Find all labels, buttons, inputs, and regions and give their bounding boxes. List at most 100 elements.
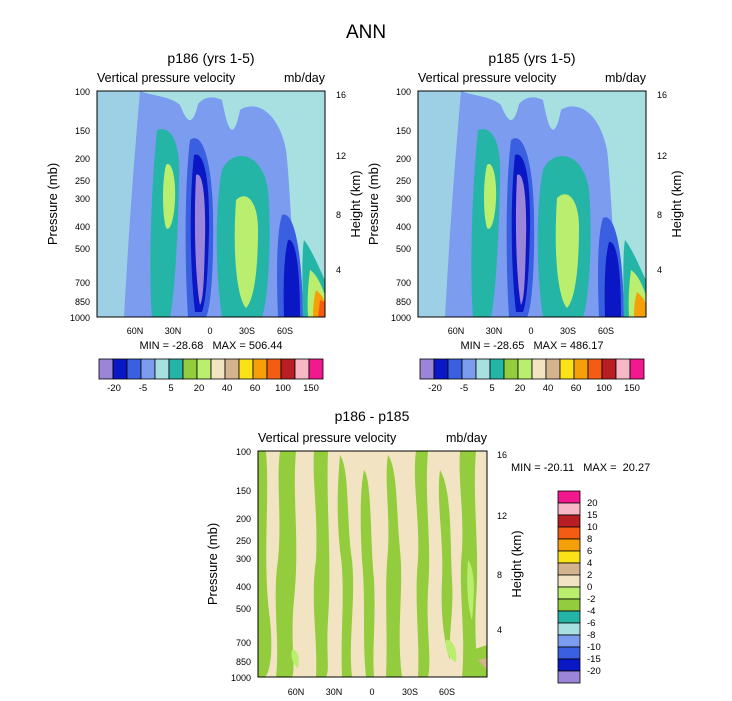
height-tick-label: 16 bbox=[657, 90, 667, 100]
colorbar-label: -6 bbox=[587, 618, 595, 629]
colorbar-swatch bbox=[196, 358, 212, 380]
colorbar-label: 40 bbox=[222, 383, 233, 394]
y-tick-label: 300 bbox=[236, 554, 251, 564]
colorbar-label: -10 bbox=[587, 642, 601, 653]
colorbar-swatch bbox=[112, 358, 128, 380]
y-ticks: 100 150 200 250 300 400 500 700 850 1000 bbox=[70, 87, 90, 323]
colorbar-label: 4 bbox=[587, 558, 592, 569]
ylabel: Pressure (mb) bbox=[366, 163, 381, 245]
colorbar-swatch bbox=[154, 358, 170, 380]
colorbar-swatch bbox=[557, 658, 581, 672]
colorbar-swatch bbox=[615, 358, 631, 380]
panel-title: p186 - p185 bbox=[335, 408, 410, 424]
colorbar-swatch bbox=[557, 670, 581, 684]
y-tick-label: 700 bbox=[75, 278, 90, 288]
colorbar-swatch bbox=[557, 598, 581, 612]
contour-field bbox=[418, 91, 646, 317]
height-tick-label: 16 bbox=[497, 450, 507, 460]
ylabel: Pressure (mb) bbox=[205, 523, 220, 605]
x-tick-label: 30N bbox=[165, 326, 182, 336]
y-tick-label: 100 bbox=[75, 87, 90, 97]
panel-subtitle-left: Vertical pressure velocity bbox=[418, 71, 557, 85]
height-tick-label: 8 bbox=[336, 210, 341, 220]
colorbar-label: 150 bbox=[303, 383, 319, 394]
y-tick-label: 150 bbox=[75, 126, 90, 136]
colorbar-swatch bbox=[419, 358, 435, 380]
y-tick-label: 700 bbox=[396, 278, 411, 288]
colorbar: -20 -5 5 20 40 60 100 150 bbox=[419, 358, 645, 394]
height-tick-label: 12 bbox=[336, 151, 346, 161]
colorbar-swatch bbox=[557, 646, 581, 660]
x-ticks: 60N 30N 0 30S 60S bbox=[127, 326, 293, 336]
y-tick-label: 850 bbox=[396, 297, 411, 307]
colorbar-swatch bbox=[266, 358, 282, 380]
colorbar-label: -15 bbox=[587, 654, 601, 665]
colorbar-swatch bbox=[557, 550, 581, 564]
x-tick-label: 30S bbox=[402, 687, 418, 697]
x-tick-label: 0 bbox=[369, 687, 374, 697]
y-tick-label: 1000 bbox=[70, 313, 90, 323]
ylabel-right: Height (km) bbox=[509, 530, 524, 597]
colorbar: -20 -5 5 20 40 60 100 150 bbox=[98, 358, 324, 394]
colorbar-swatch bbox=[182, 358, 198, 380]
x-tick-label: 0 bbox=[207, 326, 212, 336]
colorbar-swatch bbox=[98, 358, 114, 380]
colorbar-swatch bbox=[294, 358, 310, 380]
height-tick-label: 8 bbox=[497, 570, 502, 580]
colorbar-label: -4 bbox=[587, 606, 595, 617]
panel-difference: p186 - p185 Vertical pressure velocity m… bbox=[205, 408, 650, 697]
contour-field bbox=[258, 451, 487, 677]
colorbar-label: -5 bbox=[139, 383, 147, 394]
colorbar-swatch bbox=[503, 358, 519, 380]
colorbar-swatch bbox=[517, 358, 533, 380]
y-tick-label: 1000 bbox=[391, 313, 411, 323]
height-tick-label: 8 bbox=[657, 210, 662, 220]
colorbar-label: -20 bbox=[428, 383, 442, 394]
colorbar-vertical: 20 15 10 8 6 4 2 0 -2 -4 -6 -8 -10 -15 -… bbox=[557, 490, 601, 684]
stats-label: MIN = -20.11 MAX = 20.27 bbox=[511, 462, 650, 474]
x-tick-label: 60N bbox=[448, 326, 465, 336]
y-right-ticks: 16 12 8 4 bbox=[336, 90, 346, 275]
colorbar-swatch bbox=[557, 634, 581, 648]
x-tick-label: 30N bbox=[326, 687, 343, 697]
colorbar-label: -5 bbox=[460, 383, 468, 394]
colorbar-swatch bbox=[461, 358, 477, 380]
y-tick-label: 150 bbox=[396, 126, 411, 136]
panel-p185: p185 (yrs 1-5) Vertical pressure velocit… bbox=[366, 50, 684, 394]
colorbar-label: 60 bbox=[571, 383, 582, 394]
x-tick-label: 60S bbox=[439, 687, 455, 697]
colorbar-label: 0 bbox=[587, 582, 592, 593]
figure-title: ANN bbox=[346, 22, 386, 43]
colorbar-swatch bbox=[489, 358, 505, 380]
y-tick-label: 300 bbox=[396, 194, 411, 204]
colorbar-label: 5 bbox=[168, 383, 173, 394]
y-tick-label: 400 bbox=[236, 582, 251, 592]
colorbar-label: 20 bbox=[515, 383, 526, 394]
colorbar-label: 100 bbox=[596, 383, 612, 394]
colorbar-swatch bbox=[587, 358, 603, 380]
x-ticks: 60N 30N 0 30S 60S bbox=[448, 326, 614, 336]
x-tick-label: 0 bbox=[528, 326, 533, 336]
x-tick-label: 60S bbox=[598, 326, 614, 336]
colorbar-swatch bbox=[168, 358, 184, 380]
colorbar-swatch bbox=[238, 358, 254, 380]
panel-title: p186 (yrs 1-5) bbox=[167, 50, 254, 66]
colorbar-swatch bbox=[545, 358, 561, 380]
colorbar-label: 150 bbox=[624, 383, 640, 394]
colorbar-swatch bbox=[559, 358, 575, 380]
colorbar-swatch bbox=[557, 490, 581, 504]
colorbar-swatch bbox=[557, 562, 581, 576]
y-tick-label: 250 bbox=[396, 176, 411, 186]
colorbar-label: 8 bbox=[587, 534, 592, 545]
y-tick-label: 850 bbox=[236, 657, 251, 667]
colorbar-swatch bbox=[557, 586, 581, 600]
panel-units: mb/day bbox=[446, 431, 488, 445]
x-tick-label: 30N bbox=[486, 326, 503, 336]
colorbar-label: 40 bbox=[543, 383, 554, 394]
y-ticks: 100 150 200 250 300 400 500 700 850 1000 bbox=[231, 447, 251, 683]
colorbar-swatch bbox=[557, 526, 581, 540]
colorbar-label: -20 bbox=[587, 666, 601, 677]
colorbar-label: 6 bbox=[587, 546, 592, 557]
colorbar-swatch bbox=[557, 622, 581, 636]
